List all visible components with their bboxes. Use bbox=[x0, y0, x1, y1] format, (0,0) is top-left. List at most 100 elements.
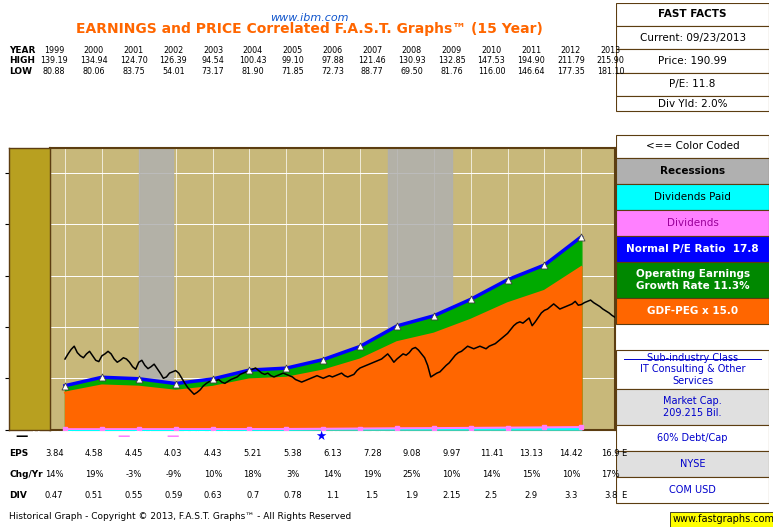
Point bbox=[133, 375, 145, 383]
Text: COM USD: COM USD bbox=[669, 485, 716, 495]
Text: 116.00: 116.00 bbox=[478, 67, 506, 76]
Text: -9%: -9% bbox=[165, 470, 182, 479]
Text: 211.79: 211.79 bbox=[557, 56, 585, 65]
Text: Dividends Paid: Dividends Paid bbox=[654, 192, 731, 202]
Text: 2008: 2008 bbox=[402, 46, 422, 55]
Bar bbox=[616, 73, 769, 96]
Bar bbox=[616, 298, 769, 324]
Text: 134.94: 134.94 bbox=[80, 56, 107, 65]
Text: ★: ★ bbox=[315, 430, 327, 443]
Text: 94.54: 94.54 bbox=[202, 56, 224, 65]
Text: Chg/Yr: Chg/Yr bbox=[9, 470, 43, 479]
Text: E: E bbox=[621, 491, 626, 500]
Text: 99.10: 99.10 bbox=[281, 56, 304, 65]
Text: DIV: DIV bbox=[9, 491, 27, 500]
Text: EPS: EPS bbox=[9, 449, 29, 458]
Text: EARNINGS and PRICE Correlated F.A.S.T. Graphs™ (15 Year): EARNINGS and PRICE Correlated F.A.S.T. G… bbox=[76, 22, 543, 36]
Text: Normal P/E Ratio  17.8: Normal P/E Ratio 17.8 bbox=[626, 243, 759, 253]
Text: 16.9: 16.9 bbox=[601, 449, 620, 458]
Text: Historical Graph - Copyright © 2013, F.A.S.T. Graphs™ - All Rights Reserved: Historical Graph - Copyright © 2013, F.A… bbox=[9, 512, 352, 521]
Point bbox=[502, 276, 514, 284]
Text: 2010: 2010 bbox=[482, 46, 502, 55]
Text: 0.59: 0.59 bbox=[164, 491, 182, 500]
Text: 1999: 1999 bbox=[44, 46, 64, 55]
Bar bbox=[616, 425, 769, 451]
Text: 121.46: 121.46 bbox=[359, 56, 386, 65]
Text: 194.90: 194.90 bbox=[517, 56, 545, 65]
Text: REIT MLP valuation: REIT MLP valuation bbox=[180, 432, 277, 441]
Text: 2.15: 2.15 bbox=[442, 491, 461, 500]
Text: 3.3: 3.3 bbox=[564, 491, 577, 500]
Text: -3%: -3% bbox=[125, 470, 141, 479]
Text: 2007: 2007 bbox=[362, 46, 383, 55]
Text: 0.78: 0.78 bbox=[284, 491, 302, 500]
Text: 2000: 2000 bbox=[83, 46, 104, 55]
Point bbox=[390, 321, 403, 330]
Text: 1.5: 1.5 bbox=[366, 491, 379, 500]
Bar bbox=[616, 476, 769, 503]
Text: 126.39: 126.39 bbox=[159, 56, 187, 65]
Text: 80.88: 80.88 bbox=[43, 67, 66, 76]
Text: 14%: 14% bbox=[323, 470, 342, 479]
Text: Recessions: Recessions bbox=[660, 166, 725, 176]
Bar bbox=[616, 210, 769, 236]
Text: E: E bbox=[621, 449, 626, 458]
Text: 13.13: 13.13 bbox=[519, 449, 543, 458]
Text: NYSE: NYSE bbox=[680, 458, 705, 469]
Bar bbox=[616, 158, 769, 184]
Text: △: △ bbox=[451, 430, 461, 443]
Text: 2012: 2012 bbox=[560, 46, 581, 55]
Text: 18%: 18% bbox=[243, 470, 262, 479]
Point bbox=[575, 232, 587, 241]
Text: 19%: 19% bbox=[363, 470, 381, 479]
Text: Sub-industry Class
IT Consulting & Other
Services: Sub-industry Class IT Consulting & Other… bbox=[640, 353, 745, 386]
Text: 81.90: 81.90 bbox=[242, 67, 264, 76]
Bar bbox=[139, 148, 172, 430]
Point bbox=[427, 311, 440, 320]
Bar bbox=[616, 388, 769, 425]
Text: 97.88: 97.88 bbox=[321, 56, 344, 65]
Text: 147.53: 147.53 bbox=[478, 56, 506, 65]
Bar bbox=[388, 148, 452, 430]
Bar bbox=[616, 96, 769, 111]
Text: 2.5: 2.5 bbox=[485, 491, 498, 500]
Text: 9.08: 9.08 bbox=[403, 449, 421, 458]
Text: 3.8: 3.8 bbox=[604, 491, 618, 500]
Text: Month Close: Month Close bbox=[29, 432, 92, 441]
Text: 0.63: 0.63 bbox=[204, 491, 223, 500]
Text: 2004: 2004 bbox=[243, 46, 263, 55]
Text: 69.50: 69.50 bbox=[400, 67, 424, 76]
Text: www.ibm.com: www.ibm.com bbox=[270, 13, 349, 23]
Text: 100.43: 100.43 bbox=[239, 56, 267, 65]
Text: 3%: 3% bbox=[286, 470, 299, 479]
Text: 2005: 2005 bbox=[282, 46, 303, 55]
Bar bbox=[616, 26, 769, 49]
Text: 14.42: 14.42 bbox=[559, 449, 583, 458]
Text: 80.06: 80.06 bbox=[83, 67, 105, 76]
Text: —: — bbox=[15, 430, 28, 443]
Text: 177.35: 177.35 bbox=[557, 67, 585, 76]
Text: 2.9: 2.9 bbox=[525, 491, 538, 500]
Text: 6.13: 6.13 bbox=[323, 449, 342, 458]
Text: 10%: 10% bbox=[562, 470, 581, 479]
Text: HIGH: HIGH bbox=[9, 56, 36, 65]
Text: <== Color Coded: <== Color Coded bbox=[645, 141, 740, 151]
Text: Market Cap.
209.215 Bil.: Market Cap. 209.215 Bil. bbox=[663, 396, 722, 417]
Text: 4.03: 4.03 bbox=[164, 449, 182, 458]
Text: 130.93: 130.93 bbox=[398, 56, 426, 65]
Text: Earnings: Earnings bbox=[465, 432, 510, 441]
Text: 25%: 25% bbox=[403, 470, 421, 479]
Text: YEAR: YEAR bbox=[9, 46, 36, 55]
Text: 2011: 2011 bbox=[521, 46, 541, 55]
Point bbox=[59, 382, 71, 390]
Point bbox=[280, 364, 292, 373]
Point bbox=[354, 342, 366, 350]
Text: 7.28: 7.28 bbox=[363, 449, 381, 458]
Text: 10%: 10% bbox=[442, 470, 461, 479]
Text: 2009: 2009 bbox=[441, 46, 461, 55]
Text: 4.45: 4.45 bbox=[124, 449, 143, 458]
Text: 132.85: 132.85 bbox=[438, 56, 465, 65]
Text: 0.55: 0.55 bbox=[124, 491, 143, 500]
Bar bbox=[616, 236, 769, 261]
Text: 2006: 2006 bbox=[322, 46, 342, 55]
